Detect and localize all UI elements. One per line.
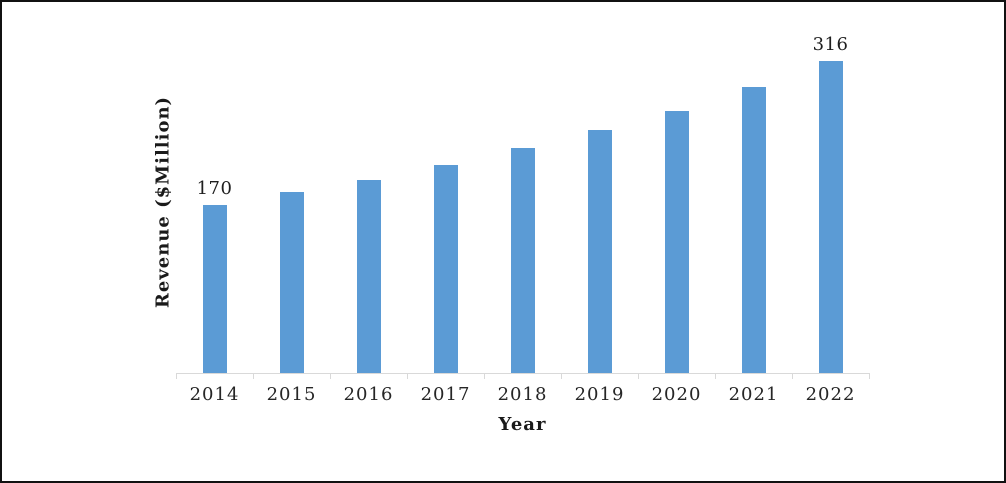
- x-axis-tick: [176, 373, 177, 379]
- bar-2017: [433, 165, 458, 373]
- bar-group-2022: 316: [792, 2, 869, 373]
- x-axis-tick-label: 2019: [574, 384, 625, 405]
- y-axis-title: Revenue ($Million): [152, 95, 174, 309]
- x-axis-tick: [869, 373, 870, 379]
- x-axis-tick: [484, 373, 485, 379]
- bar-group-2019: [561, 2, 638, 373]
- bar-group-2020: [638, 2, 715, 373]
- bar-value-label: 316: [812, 34, 849, 55]
- x-axis-tick: [330, 373, 331, 379]
- bar-2015: [279, 192, 304, 373]
- x-axis-labels: 2014 2015 2016 2017 2018 2019 2020 2021 2022: [176, 384, 869, 405]
- bar-group-2018: [484, 2, 561, 373]
- x-axis-tick-label: 2014: [189, 384, 240, 405]
- bar-2020: [664, 111, 689, 373]
- bar-2014: [202, 205, 227, 373]
- bar-2019: [587, 130, 612, 373]
- x-axis-tick: [407, 373, 408, 379]
- x-axis-tick-label: 2016: [343, 384, 394, 405]
- x-axis-tick-label: 2021: [728, 384, 779, 405]
- x-axis-tick: [792, 373, 793, 379]
- bar-2018: [510, 148, 535, 373]
- x-axis-tick: [715, 373, 716, 379]
- bar-value-label: 170: [196, 178, 233, 199]
- x-axis-tick: [253, 373, 254, 379]
- x-axis-line: [176, 373, 870, 374]
- bar-2016: [356, 180, 381, 373]
- x-axis-tick-label: 2020: [651, 384, 702, 405]
- x-axis-tick-label: 2015: [266, 384, 317, 405]
- x-axis-title: Year: [498, 414, 547, 435]
- bar-group-2015: [253, 2, 330, 373]
- bar-2022: [818, 61, 843, 373]
- plot-area: 170 316: [176, 2, 869, 373]
- x-axis-tick-label: 2022: [805, 384, 856, 405]
- x-axis-tick: [638, 373, 639, 379]
- bar-group-2014: 170: [176, 2, 253, 373]
- bar-group-2021: [715, 2, 792, 373]
- bar-group-2016: [330, 2, 407, 373]
- bar-group-2017: [407, 2, 484, 373]
- x-axis-tick-label: 2017: [420, 384, 471, 405]
- bar-2021: [741, 87, 766, 373]
- x-axis-tick-label: 2018: [497, 384, 548, 405]
- x-axis-tick: [561, 373, 562, 379]
